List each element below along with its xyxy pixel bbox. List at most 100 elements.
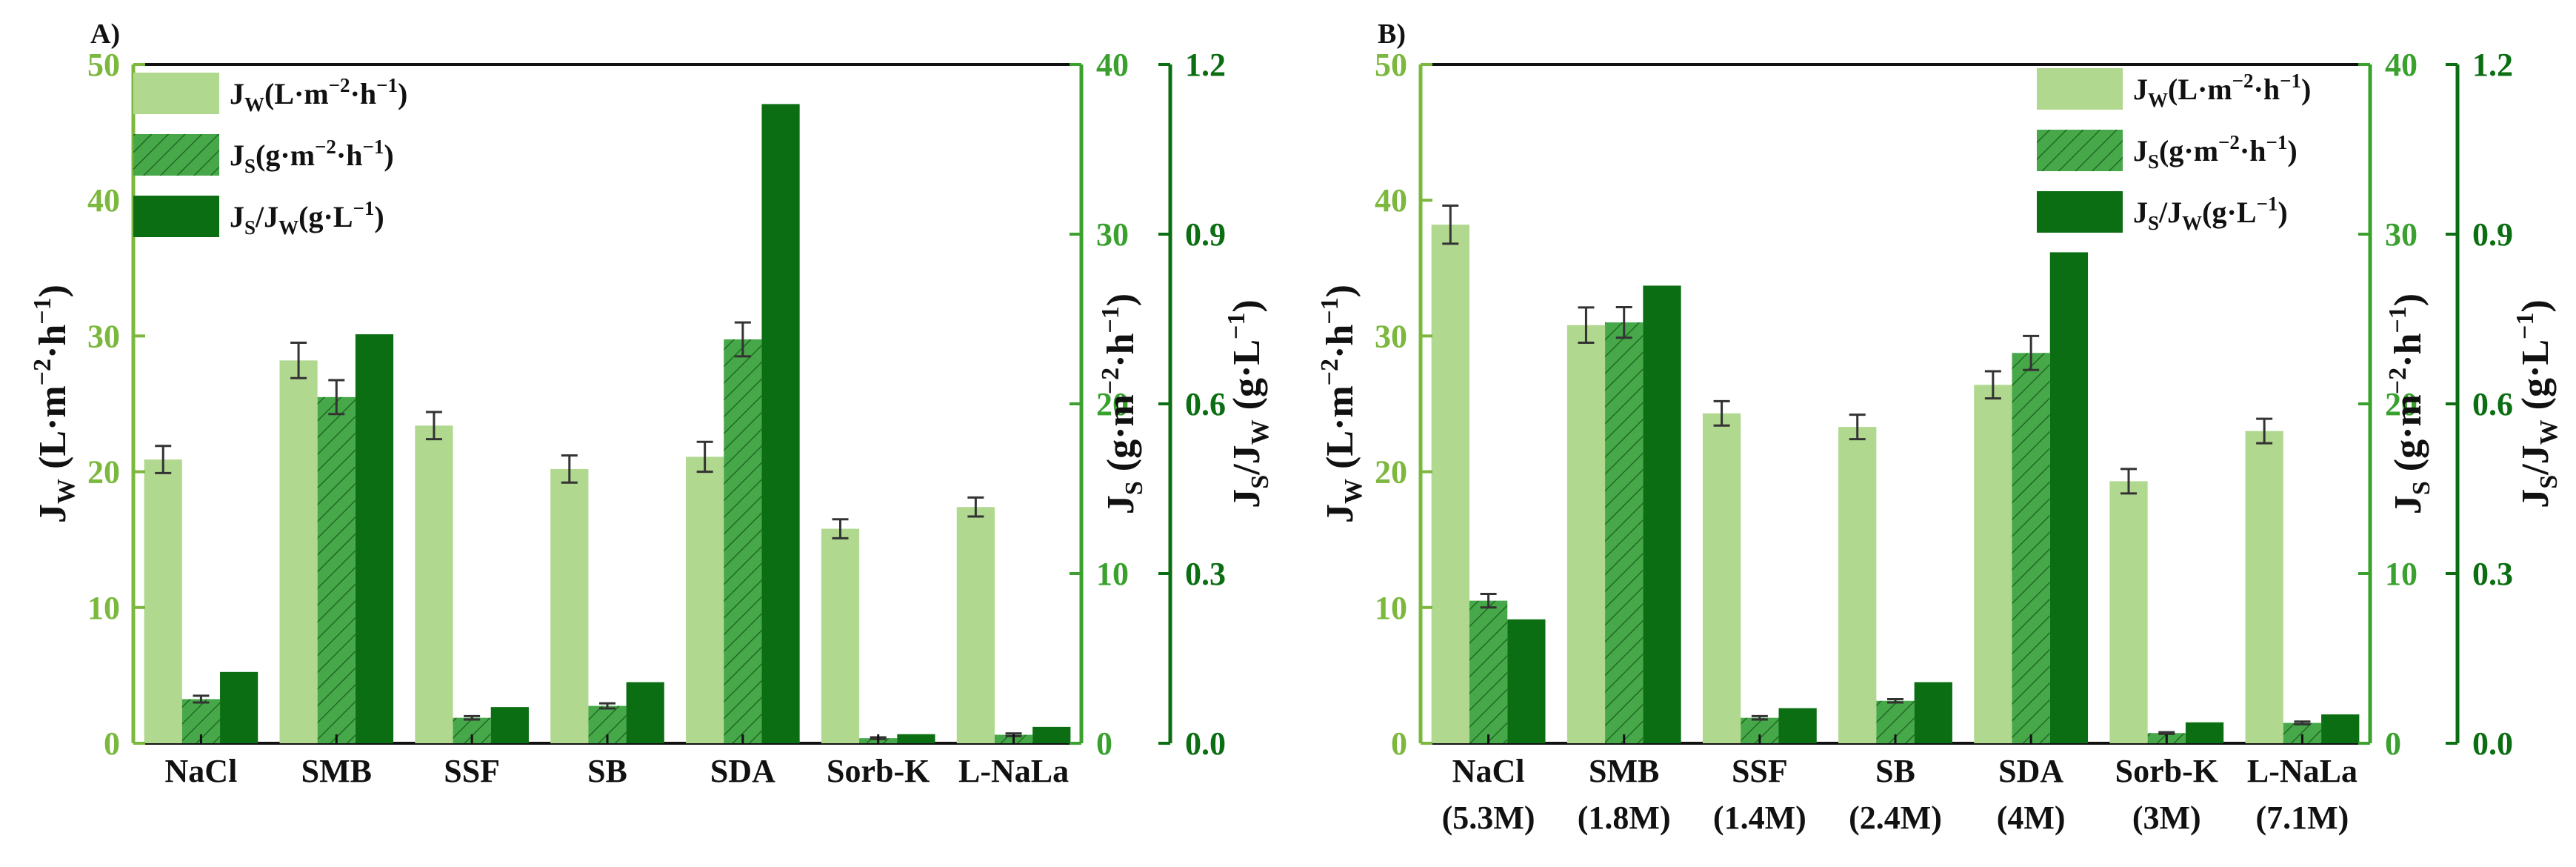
bar-jw-sb — [550, 468, 589, 743]
right-tick-label: 1.2 — [2472, 47, 2513, 83]
bar-jw-ssf — [415, 425, 453, 743]
bar-js-jw-nacl — [1507, 619, 1546, 743]
bar-js-jw-l-nala — [1032, 726, 1071, 743]
left-tick-label: 0 — [1391, 725, 1407, 762]
legend-ratio-label: JS/JW(g·L−1) — [230, 197, 384, 239]
panel-b-right-axis-title: JS/JW (g·L−1) — [2512, 299, 2563, 508]
middle-tick-label: 0 — [1096, 725, 1112, 762]
bar-jw-smb — [1566, 325, 1606, 743]
x-tick-label: Sorb-K — [2115, 753, 2218, 789]
legend-ratio-swatch — [133, 196, 219, 237]
middle-tick-label: 40 — [1096, 47, 1129, 83]
x-tick-label: SMB — [1589, 753, 1659, 789]
x-tick-sublabel: (5.3M) — [1442, 800, 1535, 836]
panel-b-label: B) — [1378, 19, 1406, 50]
panel-a-middle-axis: 0 10 20 30 40 — [1070, 47, 1129, 762]
x-tick-sublabel: (3M) — [2132, 800, 2201, 836]
bar-jw-sorb-k — [821, 528, 860, 743]
panel-a-x-tick-labels: NaCl SMB SSF SB SDA Sorb-K L-NaLa — [165, 734, 1069, 789]
legend-ratio-label: JS/JW(g·L−1) — [2133, 193, 2288, 234]
x-tick-label: NaCl — [1452, 753, 1525, 789]
bar-js-sda — [724, 339, 762, 744]
panel-b-middle-axis-title: JS (g·m−2·h−1) — [2384, 293, 2435, 514]
middle-tick-label: 30 — [2385, 216, 2417, 253]
right-tick-label: 0.6 — [1185, 386, 1226, 422]
left-tick-label: 50 — [87, 47, 120, 83]
right-tick-label: 0.3 — [1185, 556, 1226, 592]
x-tick-label: SDA — [710, 753, 775, 789]
bar-js-jw-smb — [1643, 285, 1681, 743]
panel-b-left-axis: 0 10 20 30 40 50 — [1375, 47, 1432, 762]
panel-b-plot-area — [1421, 63, 2370, 745]
middle-tick-label: 0 — [2385, 725, 2401, 762]
right-tick-label: 0.9 — [2472, 216, 2513, 253]
panel-a-left-axis-title: JW (L·m−2·h−1) — [29, 285, 80, 523]
middle-tick-label: 40 — [2385, 47, 2417, 83]
panel-b-bars — [1431, 225, 2360, 744]
left-tick-label: 20 — [1375, 454, 1407, 491]
panel-a: A) 0 10 20 30 40 50 0 10 20 30 40 0.0 0.3 0.6 0.9 1.2… — [29, 19, 1274, 789]
bar-js-jw-nacl — [220, 671, 258, 743]
right-tick-label: 0.9 — [1185, 216, 1226, 253]
x-tick-label: SSF — [444, 753, 500, 789]
bar-jw-l-nala — [2245, 431, 2283, 743]
x-tick-label: SB — [587, 753, 627, 789]
left-tick-label: 40 — [87, 182, 120, 219]
bar-js-jw-smb — [355, 334, 394, 743]
bar-js-jw-ssf — [1778, 708, 1817, 743]
x-tick-sublabel: (7.1M) — [2256, 800, 2349, 836]
middle-tick-label: 10 — [1096, 556, 1129, 592]
bar-js-jw-sb — [626, 682, 664, 743]
left-tick-label: 40 — [1375, 182, 1407, 219]
panel-a-bars — [144, 104, 1071, 744]
panel-a-legend: JW(L·m−2·h−1) JS(g·m−2·h−1) JS/JW(g·L−1) — [133, 73, 407, 239]
x-tick-label: L-NaLa — [958, 753, 1069, 789]
right-tick-label: 0.3 — [2472, 556, 2513, 592]
legend-jw-label: JW(L·m−2·h−1) — [2133, 70, 2311, 111]
x-tick-sublabel: (4M) — [1997, 800, 2066, 836]
right-tick-label: 0.0 — [1185, 725, 1226, 762]
legend-jw-label: JW(L·m−2·h−1) — [230, 74, 407, 116]
legend-js-label: JS(g·m−2·h−1) — [2133, 131, 2298, 173]
legend-jw-swatch — [133, 73, 219, 114]
panel-a-label: A) — [90, 19, 120, 50]
bar-js-jw-sb — [1914, 682, 1952, 743]
x-tick-sublabel: (1.8M) — [1578, 800, 1671, 836]
x-tick-sublabel: (1.4M) — [1713, 800, 1806, 836]
panel-b-error-bars — [1442, 205, 2311, 735]
x-tick-label: Sorb-K — [827, 753, 930, 789]
panel-b-x-tick-labels: NaCl (5.3M) SMB (1.8M) SSF (1.4M) SB (2.4M) SDA (… — [1442, 734, 2358, 836]
bar-js-jw-ssf — [490, 707, 529, 743]
panel-b-legend: JW(L·m−2·h−1) JS(g·m−2·h−1) JS/JW(g·L−1) — [2037, 68, 2311, 234]
panel-a-middle-axis-title: JS (g·m−2·h−1) — [1097, 293, 1148, 514]
panel-b-left-axis-title: JW (L·m−2·h−1) — [1316, 285, 1367, 523]
left-tick-label: 50 — [1375, 47, 1407, 83]
right-tick-label: 1.2 — [1185, 47, 1226, 83]
bar-jw-sda — [1974, 385, 2012, 743]
bar-jw-smb — [279, 360, 318, 744]
bar-jw-sorb-k — [2109, 481, 2148, 743]
bar-jw-ssf — [1702, 413, 1741, 743]
x-tick-label: L-NaLa — [2247, 753, 2358, 789]
x-tick-label: SSF — [1732, 753, 1788, 789]
middle-tick-label: 30 — [1096, 216, 1129, 253]
panel-a-right-axis: 0.0 0.3 0.6 0.9 1.2 — [1158, 47, 1226, 762]
legend-js-label: JS(g·m−2·h−1) — [230, 136, 394, 177]
bar-js-jw-sorb-k — [897, 734, 935, 743]
bar-jw-sb — [1838, 427, 1877, 743]
bar-js-sda — [2012, 353, 2050, 743]
bar-jw-nacl — [144, 459, 182, 743]
left-tick-label: 10 — [87, 590, 120, 626]
middle-tick-label: 20 — [2385, 386, 2417, 422]
middle-tick-label: 10 — [2385, 556, 2417, 592]
x-tick-label: SDA — [1998, 753, 2063, 789]
middle-tick-label: 20 — [1096, 386, 1129, 422]
panel-a-error-bars — [155, 321, 1022, 740]
left-tick-label: 20 — [87, 454, 120, 491]
x-tick-label: SMB — [301, 753, 372, 789]
panel-b-right-axis: 0.0 0.3 0.6 0.9 1.2 — [2446, 47, 2513, 762]
panel-b-middle-axis: 0 10 20 30 40 — [2358, 47, 2417, 762]
x-tick-sublabel: (2.4M) — [1849, 800, 1942, 836]
right-tick-label: 0.0 — [2472, 725, 2513, 762]
bar-jw-sda — [686, 456, 724, 743]
